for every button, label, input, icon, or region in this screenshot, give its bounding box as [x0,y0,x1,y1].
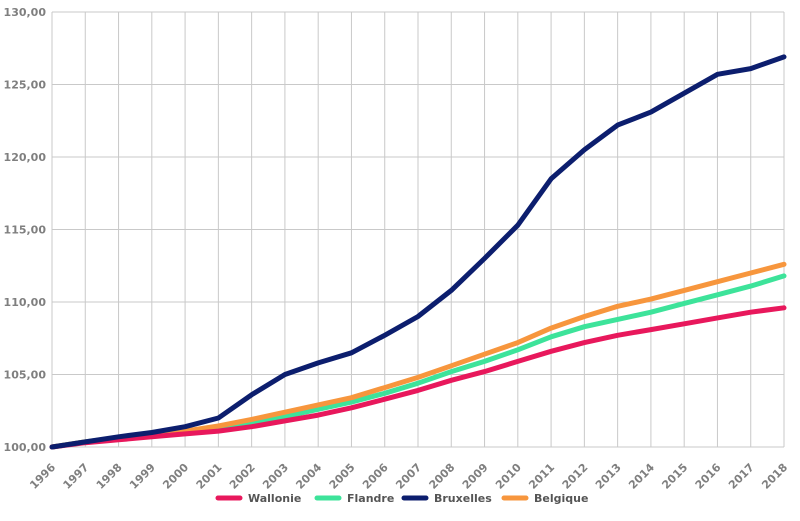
y-tick-label: 125,00 [4,79,47,92]
y-tick-label: 110,00 [4,296,47,309]
x-tick-label: 2010 [493,461,524,492]
legend: Wallonie Flandre Bruxelles Belgique [215,492,588,505]
y-tick-label: 100,00 [4,441,47,454]
legend-label-belgique: Belgique [534,492,588,505]
x-tick-label: 2013 [593,461,624,492]
y-tick-label: 115,00 [4,224,47,237]
x-tick-label: 2006 [360,461,391,492]
x-tick-label: 1999 [127,461,158,492]
x-tick-label: 2014 [626,461,657,492]
y-tick-label: 105,00 [4,369,47,382]
x-tick-label: 2007 [393,461,424,492]
x-tick-label: 2016 [693,461,724,492]
series-lines [49,54,787,450]
x-tick-label: 2008 [427,461,458,492]
x-tick-label: 1996 [27,461,58,492]
x-tick-label: 2012 [560,461,591,492]
x-axis-ticks: 1996 1997 1998 1999 2000 2001 2002 2003 2004 2005… [27,461,790,492]
y-axis-ticks: 100,00 105,00 110,00 115,00 120,00 125,00 130,… [4,6,47,454]
x-tick-label: 2011 [526,461,557,492]
x-tick-label: 1998 [94,461,125,492]
x-tick-label: 2017 [726,461,757,492]
x-tick-label: 2003 [260,461,291,492]
x-tick-label: 2002 [227,461,258,492]
x-tick-label: 2018 [759,461,790,492]
gridlines [51,11,785,448]
x-tick-label: 2000 [160,461,191,492]
x-tick-label: 2005 [327,461,358,492]
series-line-wallonie [49,305,787,450]
x-tick-label: 2004 [293,461,324,492]
legend-label-flandre: Flandre [347,492,394,505]
legend-label-wallonie: Wallonie [248,492,301,505]
y-tick-label: 130,00 [4,6,47,19]
y-tick-label: 120,00 [4,151,47,164]
x-tick-label: 2015 [659,461,690,492]
series-line-belgique [49,261,787,450]
legend-label-bruxelles: Bruxelles [434,492,492,505]
series-line-bruxelles [49,54,787,450]
x-tick-label: 1997 [61,461,92,492]
x-tick-label: 2009 [460,461,491,492]
x-tick-label: 2001 [194,461,225,492]
